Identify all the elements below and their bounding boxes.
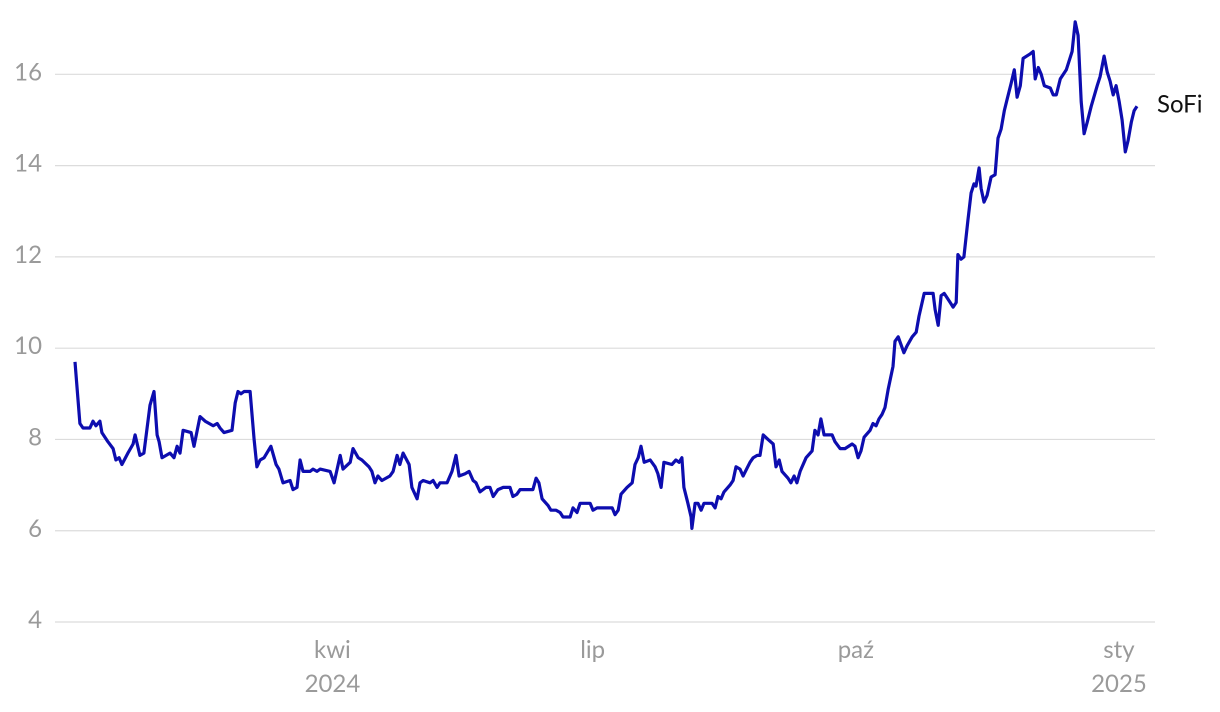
y-tick-label: 16	[14, 57, 42, 86]
x-tick-label: sty	[1103, 635, 1135, 664]
y-tick-label: 10	[14, 331, 42, 360]
line	[73, 20, 1139, 530]
y-tick-label: 14	[14, 149, 42, 178]
x-tick-label: lip	[580, 635, 605, 664]
x-tick-label: 2024	[305, 669, 361, 698]
x-tick-label: kwi	[314, 635, 351, 664]
x-tick-label: 2025	[1091, 669, 1147, 698]
x-tick-label: paź	[838, 635, 874, 664]
y-tick-label: 8	[28, 423, 42, 452]
y-tick-label: 4	[28, 605, 42, 634]
y-tick-label: 6	[28, 514, 42, 543]
series-label: SoFi	[1157, 89, 1202, 118]
y-tick-label: 12	[14, 240, 42, 269]
